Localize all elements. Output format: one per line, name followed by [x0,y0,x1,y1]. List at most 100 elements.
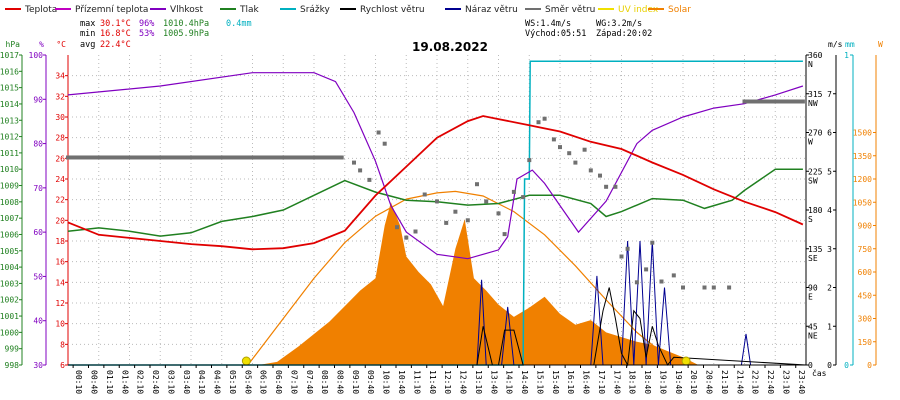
series-pressure [67,168,803,237]
axis-tick-label-hpa-5: 1003 [0,279,19,288]
x-tick-label-44: 22:10 [751,370,760,394]
stat-avg-temp: 22.4°C [100,40,131,50]
stat-sunrise: Východ:05:51 [525,29,586,39]
axis-tick-label-hpa-10: 1008 [0,198,19,207]
x-tick-label-37: 18:40 [643,370,652,394]
axis-tick-label-ms-0: 0 [827,361,832,370]
wind-dir-point-41 [702,285,707,290]
x-axis: 00:10 00:40 01:10 01:40 02:10 02:40 03:10 03:40… [72,365,827,394]
wind-dir-point-20 [521,195,526,200]
x-tick-label-14: 07:10 [289,370,298,394]
x-tick-label-46: 23:10 [781,370,790,394]
axis-tick-label-dir-3: 135 [808,245,823,254]
stats-block: max 30.1°C 96% 1010.4hPa 0.4mm min 16.8°… [80,19,652,50]
axis-tick-label-ms-7: 7 [827,90,832,99]
legend-label-1: Přízemní teplota [75,5,148,15]
x-tick-label-39: 19:40 [674,370,683,394]
axis-tick-label-pct-4: 70 [33,184,43,193]
axis-tick-label-temp-2: 10 [55,320,65,329]
x-tick-label-23: 11:40 [428,370,437,394]
x-tick-label-4: 02:10 [136,370,145,394]
stat-ws: WS:1.4m/s [525,19,571,29]
legend: Teplota Přízemní teplota Vlhkost Tlak Srážky… [5,5,691,15]
wind-dir-point-18 [502,232,507,237]
axis-tick-label-dir-1: 45 [808,322,818,331]
axis-dir-compass-8: N [808,60,813,69]
wind-dir-point-26 [567,151,572,156]
series-solar-area [68,202,806,365]
wind-dir-point-27 [573,160,578,165]
x-tick-label-9: 04:40 [213,370,222,394]
wind-dir-point-12 [444,220,449,225]
wind-dir-point-34 [625,246,630,251]
axis-unit-ms: m/s [828,40,843,49]
stat-min-temp: 16.8°C [100,29,131,39]
wind-dir-point-31 [604,184,609,189]
stat-wg: WG:3.2m/s [596,19,642,29]
x-tick-label-18: 09:10 [351,370,360,394]
axis-tick-label-temp-4: 14 [55,278,65,287]
x-tick-label-30: 15:10 [535,370,544,394]
x-tick-label-34: 17:10 [597,370,606,394]
wind-dir-point-7 [395,225,399,230]
x-tick-label-24: 12:10 [443,370,452,394]
axis-dir-compass-4: S [808,215,813,224]
axis-tick-label-hpa-9: 1007 [0,214,19,223]
axis-tick-label-dir-4: 180 [808,206,823,215]
x-tick-label-31: 15:40 [551,370,560,394]
x-tick-label-27: 13:40 [489,370,498,394]
axis-tick-label-w-1: 150 [858,338,873,347]
wind-dir-point-1 [339,155,344,160]
x-tick-label-42: 21:10 [720,370,729,394]
axis-tick-label-pct-2: 50 [33,272,43,281]
legend-label-3: Tlak [239,5,260,15]
axis-tick-label-hpa-11: 1009 [0,182,19,191]
x-tick-label-10: 05:10 [228,370,237,394]
plot-area [66,60,807,367]
axis-dir-compass-3: SE [808,254,818,263]
axis-tick-label-w-7: 1050 [853,198,872,207]
wind-dir-point-19 [511,189,516,194]
x-tick-label-45: 22:40 [766,370,775,394]
axis-tick-label-mm-1: 1 [844,51,849,60]
wind-dir-point-8 [404,235,409,240]
axis-unit-temp: °C [56,40,66,49]
axis-tick-label-pct-6: 90 [33,95,43,104]
axis-tick-label-temp-3: 12 [55,299,65,308]
axis-tick-label-temp-8: 22 [55,196,65,205]
axis-tick-label-w-9: 1350 [853,152,872,161]
axis-tick-label-temp-14: 34 [55,72,65,81]
x-tick-label-22: 11:10 [412,370,421,394]
wind-dir-point-15 [475,182,479,187]
wind-dir-point-38 [659,279,664,284]
x-tick-label-47: 23:40 [797,370,806,394]
axis-tick-label-hpa-0: 998 [5,361,20,370]
x-tick-label-40: 20:10 [689,370,698,394]
axis-tick-label-pct-0: 30 [33,361,43,370]
axis-tick-label-dir-6: 270 [808,129,823,138]
axis-tick-label-hpa-13: 1011 [0,149,19,158]
axis-tick-label-temp-9: 24 [55,175,65,184]
axis-dir-compass-6: W [808,138,813,147]
stat-max-temp: 30.1°C [100,19,131,29]
x-tick-label-26: 13:10 [474,370,483,394]
axis-tick-label-hpa-6: 1004 [0,263,19,272]
uv-marker-1 [681,356,691,366]
wind-dir-point-36 [644,267,649,272]
stat-min-hum: 53% [139,29,154,39]
x-tick-label-35: 17:40 [612,370,621,394]
axis-tick-label-temp-5: 16 [55,258,65,267]
axes: hPa9989991000100110021003100410051006100… [0,40,883,370]
stat-avg-label: avg [80,40,95,50]
wind-dir-point-35 [634,280,639,285]
axis-tick-label-temp-11: 28 [55,134,65,143]
axis-unit-w: W [878,40,883,49]
x-tick-label-20: 10:10 [382,370,391,394]
axis-tick-label-pct-3: 60 [33,228,43,237]
wind-dir-point-2 [352,160,356,165]
axis-tick-label-dir-8: 360 [808,51,823,60]
x-tick-label-38: 19:10 [658,370,667,394]
x-tick-label-41: 20:40 [705,370,714,394]
wind-dir-point-23 [542,116,547,121]
x-tick-label-15: 07:40 [305,370,314,394]
